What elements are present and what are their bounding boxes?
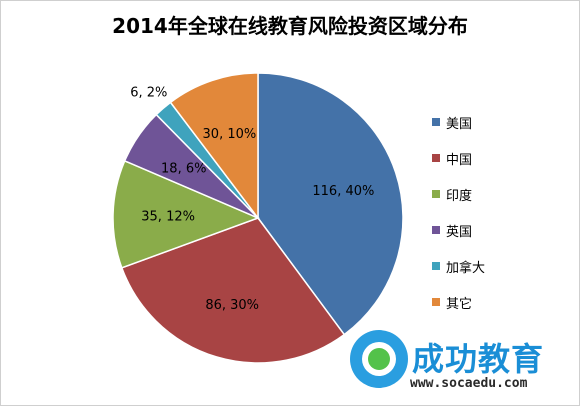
pie-slice-1 (120, 217, 346, 364)
legend-label-4: 加拿大 (446, 260, 486, 276)
legend-label-0: 美国 (446, 116, 473, 132)
slice-label-2: 35, 12% (141, 210, 195, 225)
chart-title: 2014年全球在线教育风险投资区域分布 (112, 14, 468, 38)
legend-swatch-2 (432, 190, 440, 198)
slice-label-3: 18, 6% (161, 161, 206, 176)
slice-label-5: 30, 10% (203, 127, 257, 142)
pie-slice-2 (112, 159, 261, 269)
legend-label-2: 印度 (446, 188, 473, 204)
slice-label-0: 116, 40% (312, 184, 374, 199)
legend-label-3: 英国 (446, 224, 473, 240)
legend-item-3: 英国 (432, 212, 485, 248)
logo-leaf-icon (368, 348, 390, 370)
pie-slice-0 (257, 72, 404, 336)
watermark-brand: 成功教育 (412, 340, 545, 378)
chart-legend: 美国中国印度英国加拿大其它 (432, 104, 485, 320)
legend-item-4: 加拿大 (432, 248, 485, 284)
legend-item-5: 其它 (432, 284, 485, 320)
watermark-url: www.socaedu.com (410, 376, 528, 391)
pie-slice-5 (169, 72, 259, 221)
legend-swatch-5 (432, 298, 440, 306)
legend-label-5: 其它 (446, 296, 473, 312)
legend-item-2: 印度 (432, 176, 485, 212)
slice-label-1: 86, 30% (205, 298, 259, 313)
watermark-logo: 成功教育 www.socaedu.com (350, 330, 575, 402)
slice-label-4: 6, 2% (130, 86, 167, 101)
legend-label-1: 中国 (446, 152, 473, 168)
legend-swatch-0 (432, 118, 440, 126)
legend-item-0: 美国 (432, 104, 485, 140)
legend-item-1: 中国 (432, 140, 485, 176)
legend-swatch-4 (432, 262, 440, 270)
legend-swatch-1 (432, 154, 440, 162)
legend-swatch-3 (432, 226, 440, 234)
